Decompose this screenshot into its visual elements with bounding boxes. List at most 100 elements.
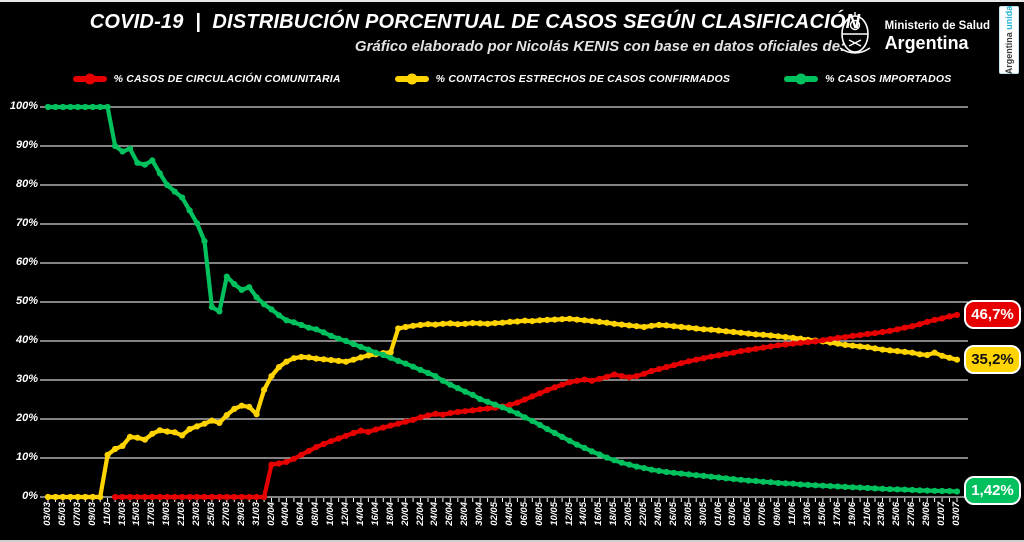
y-axis-label: 30% — [15, 373, 38, 385]
x-axis-label: 13/03 — [116, 502, 128, 526]
data-point-contactos — [275, 364, 283, 371]
x-axis-label: 04/04 — [280, 502, 292, 526]
data-point-importados — [514, 410, 521, 417]
data-point-contactos — [909, 349, 916, 356]
x-axis-label: 10/05 — [548, 502, 560, 526]
x-axis-label: 30/04 — [474, 502, 486, 526]
data-point-comunitaria — [201, 493, 208, 501]
data-point-importados — [283, 317, 290, 324]
data-point-contactos — [782, 334, 789, 341]
legend-item-label: % CASOS IMPORTADOS — [825, 73, 952, 85]
x-axis-label: 06/04 — [295, 502, 307, 526]
data-point-comunitaria — [797, 339, 804, 346]
x-axis-label: 08/05 — [533, 502, 545, 526]
data-point-comunitaria — [946, 313, 953, 320]
data-point-comunitaria — [864, 330, 871, 338]
data-point-importados — [350, 341, 357, 348]
data-point-comunitaria — [112, 493, 119, 501]
data-point-comunitaria — [395, 420, 402, 427]
data-point-comunitaria — [275, 460, 283, 467]
data-point-contactos — [879, 346, 886, 353]
data-point-comunitaria — [350, 429, 357, 437]
data-point-comunitaria — [536, 390, 543, 397]
data-point-comunitaria — [737, 348, 745, 355]
data-point-contactos — [82, 493, 89, 501]
data-point-comunitaria — [916, 321, 923, 328]
data-point-comunitaria — [670, 362, 678, 369]
x-axis-label: 12/04 — [340, 502, 352, 526]
x-axis-label: 17/03 — [146, 502, 158, 526]
x-axis-label: 09/03 — [86, 502, 98, 526]
data-point-comunitaria — [886, 327, 894, 334]
data-point-importados — [238, 286, 245, 293]
data-point-contactos — [171, 429, 178, 436]
data-point-contactos — [134, 434, 141, 441]
data-point-importados — [655, 467, 663, 474]
data-point-importados — [447, 381, 454, 388]
data-point-contactos — [97, 493, 104, 501]
data-point-importados — [402, 360, 409, 367]
y-axis-label: 0% — [22, 490, 38, 502]
data-point-importados — [469, 391, 476, 398]
data-point-importados — [357, 343, 364, 350]
data-point-importados — [82, 103, 89, 111]
data-point-contactos — [432, 321, 439, 328]
data-point-comunitaria — [693, 356, 700, 363]
data-point-contactos — [387, 349, 394, 356]
data-point-comunitaria — [126, 493, 134, 501]
data-point-importados — [693, 472, 700, 479]
data-point-comunitaria — [156, 493, 163, 501]
data-point-contactos — [223, 412, 230, 419]
data-point-importados — [745, 477, 752, 484]
data-point-contactos — [126, 433, 134, 440]
data-point-contactos — [603, 319, 610, 326]
data-point-contactos — [626, 322, 633, 329]
data-point-comunitaria — [871, 330, 879, 337]
data-point-comunitaria — [827, 336, 834, 343]
x-axis-label: 03/07 — [951, 502, 962, 526]
data-point-comunitaria — [775, 342, 782, 349]
data-point-importados — [834, 483, 841, 490]
data-point-contactos — [514, 318, 521, 325]
data-point-importados — [275, 312, 283, 319]
data-point-contactos — [581, 317, 588, 324]
data-point-contactos — [365, 352, 372, 359]
end-value-label-importados: 1,42% — [964, 476, 1021, 506]
data-point-contactos — [939, 352, 946, 359]
data-point-contactos — [901, 348, 908, 355]
data-point-importados — [544, 426, 551, 433]
data-point-comunitaria — [573, 377, 581, 384]
data-point-contactos — [916, 351, 923, 358]
data-point-comunitaria — [521, 396, 529, 403]
data-point-importados — [886, 486, 894, 493]
ministry-logo: Ministerio de Salud Argentina — [833, 10, 990, 63]
data-point-importados — [112, 142, 119, 150]
data-point-comunitaria — [715, 352, 722, 359]
data-point-importados — [894, 486, 901, 493]
data-point-comunitaria — [730, 349, 737, 356]
x-axis-label: 24/04 — [429, 502, 441, 526]
y-axis-label: 60% — [15, 256, 38, 268]
legend-item-contactos: % CONTACTOS ESTRECHOS DE CASOS CONFIRMAD… — [394, 73, 730, 85]
data-point-importados — [454, 385, 461, 392]
data-point-comunitaria — [335, 435, 342, 442]
x-axis-label: 09/06 — [772, 502, 784, 526]
data-point-comunitaria — [857, 332, 864, 339]
x-axis-label: 25/03 — [205, 502, 217, 526]
data-point-contactos — [566, 315, 573, 322]
data-point-importados — [462, 388, 469, 395]
data-point-comunitaria — [641, 370, 648, 377]
data-point-contactos — [953, 356, 961, 363]
data-point-importados — [298, 321, 305, 329]
data-point-contactos — [871, 345, 879, 352]
data-point-importados — [141, 161, 148, 168]
data-point-contactos — [395, 325, 402, 332]
data-point-comunitaria — [879, 328, 886, 336]
data-point-contactos — [946, 354, 953, 361]
data-point-comunitaria — [663, 364, 670, 371]
data-point-importados — [901, 486, 908, 493]
x-axis-label: 27/06 — [906, 502, 918, 526]
data-point-contactos — [112, 445, 119, 453]
data-point-comunitaria — [313, 444, 320, 451]
data-point-comunitaria — [462, 408, 469, 415]
